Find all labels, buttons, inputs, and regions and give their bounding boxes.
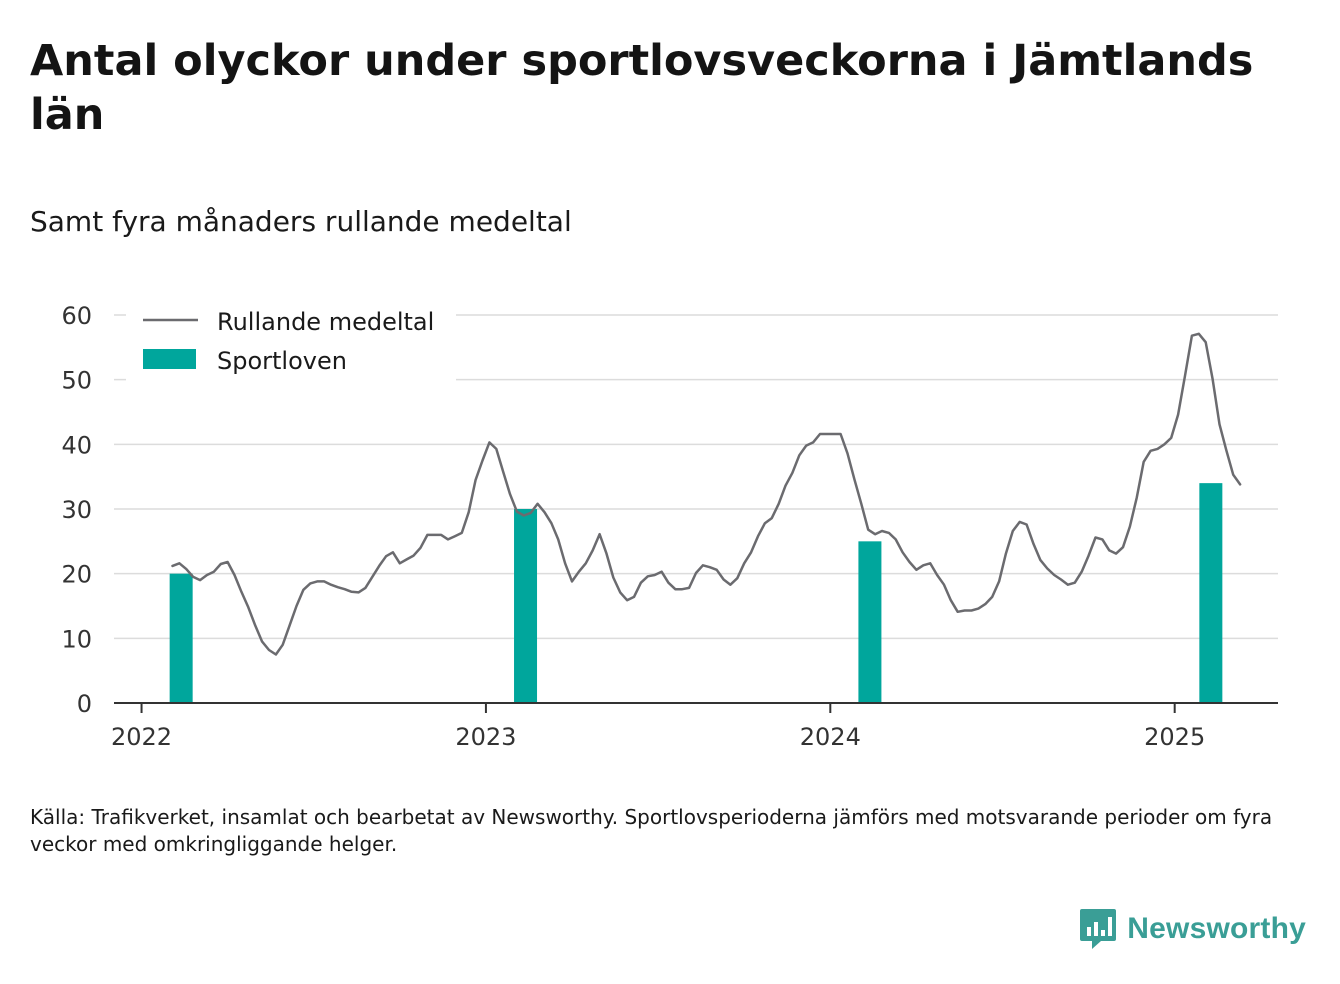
brand-logo[interactable]: Newsworthy <box>1079 908 1306 950</box>
y-tick-label: 40 <box>61 431 92 459</box>
legend: Rullande medeltal Sportloven <box>126 302 456 398</box>
x-tick-label: 2025 <box>1144 723 1205 751</box>
line-rullande-medeltal <box>171 332 1242 656</box>
y-tick-label: 30 <box>61 496 92 524</box>
chart-area: 2022 2023 2024 2025 0 10 20 30 40 50 60 Rullande … <box>61 302 1278 751</box>
y-tick-label: 20 <box>61 561 92 589</box>
y-tick-label: 60 <box>61 302 92 330</box>
x-tick-label: 2022 <box>111 723 172 751</box>
legend-label-rullande-medeltal: Rullande medeltal <box>217 308 434 336</box>
legend-label-sportloven: Sportloven <box>217 347 347 375</box>
bar-series-sportloven <box>169 483 1223 703</box>
x-tick-label: 2024 <box>800 723 861 751</box>
y-tick-label: 50 <box>61 367 92 395</box>
line-series-rullande-medeltal <box>171 332 1242 656</box>
brand-name: Newsworthy <box>1127 912 1306 945</box>
bar-sportloven <box>514 509 538 703</box>
legend-bar-swatch <box>143 349 196 369</box>
x-axis: 2022 2023 2024 2025 <box>111 702 1278 751</box>
y-tick-label: 10 <box>61 625 92 653</box>
bar-sportloven <box>1199 483 1223 703</box>
bar-sportloven <box>169 573 193 703</box>
y-axis-labels: 0 10 20 30 40 50 60 <box>61 302 92 718</box>
x-tick-label: 2023 <box>455 723 516 751</box>
chart-subtitle: Samt fyra månaders rullande medeltal <box>30 205 572 238</box>
bar-sportloven <box>858 541 882 703</box>
bar-chart-speech-bubble-icon <box>1080 909 1117 949</box>
y-tick-label: 0 <box>77 690 92 718</box>
source-note: Källa: Trafikverket, insamlat och bearbe… <box>30 805 1273 856</box>
chart-title: Antal olyckor under sportlovsveckorna i … <box>30 36 1254 140</box>
